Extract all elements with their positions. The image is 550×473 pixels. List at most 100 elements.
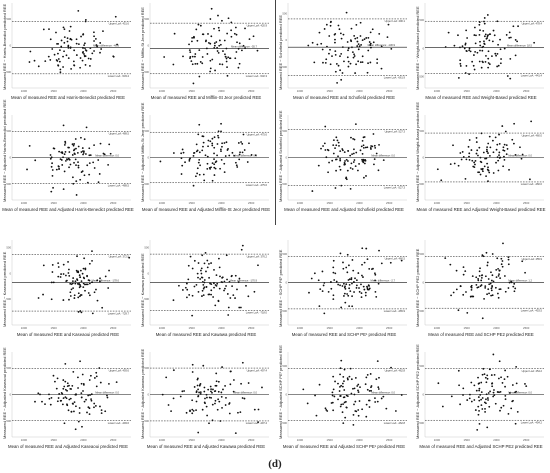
data-point bbox=[366, 71, 369, 74]
data-point bbox=[354, 277, 356, 280]
data-point bbox=[387, 23, 390, 26]
data-point bbox=[57, 275, 60, 278]
data-point bbox=[307, 44, 310, 47]
data-point bbox=[49, 38, 52, 41]
data-point bbox=[215, 41, 218, 43]
data-point bbox=[72, 182, 75, 185]
data-point bbox=[201, 149, 204, 152]
data-point bbox=[199, 392, 202, 395]
data-point bbox=[481, 46, 484, 49]
x-axis-title: Mean of measured REE and Harris-Benedict… bbox=[11, 95, 125, 100]
data-point bbox=[79, 283, 81, 286]
data-point bbox=[355, 63, 357, 66]
data-point bbox=[449, 163, 452, 166]
data-point bbox=[345, 158, 348, 161]
data-point bbox=[462, 156, 465, 158]
data-point bbox=[332, 298, 335, 301]
data-point bbox=[487, 66, 490, 69]
data-point bbox=[376, 400, 379, 403]
data-point bbox=[237, 66, 240, 69]
data-point bbox=[242, 44, 245, 47]
data-point bbox=[213, 282, 215, 285]
data-point bbox=[341, 285, 344, 287]
data-point bbox=[483, 401, 486, 404]
data-point bbox=[83, 44, 85, 47]
data-point bbox=[361, 139, 364, 142]
upper-loa-annotation: Upper LoA: 376.2 bbox=[247, 254, 268, 258]
data-point bbox=[503, 143, 506, 146]
data-point bbox=[202, 284, 205, 286]
data-point bbox=[172, 63, 175, 66]
x-axis-title: Mean of measured REE and Adjusted SCHP P… bbox=[419, 444, 543, 449]
data-point bbox=[196, 378, 199, 381]
upper-loa-annotation: Upper LoA: 493.6 bbox=[109, 368, 130, 372]
data-point bbox=[213, 166, 216, 169]
data-point bbox=[218, 63, 221, 65]
data-point bbox=[238, 42, 241, 45]
data-point bbox=[361, 408, 364, 411]
data-point bbox=[68, 151, 71, 153]
data-point bbox=[93, 40, 95, 42]
x-tick-label: 2500 bbox=[386, 89, 393, 93]
data-point bbox=[476, 428, 479, 431]
data-point bbox=[193, 386, 196, 388]
data-point bbox=[67, 57, 70, 60]
data-point bbox=[459, 46, 461, 49]
data-point bbox=[85, 49, 88, 52]
data-point bbox=[91, 52, 94, 55]
data-point bbox=[358, 45, 361, 48]
data-point bbox=[195, 28, 198, 31]
data-point bbox=[497, 377, 500, 380]
data-point bbox=[94, 405, 97, 407]
data-point bbox=[67, 272, 70, 274]
data-point bbox=[382, 395, 385, 398]
data-point bbox=[185, 411, 188, 414]
data-point bbox=[485, 148, 488, 151]
data-point bbox=[242, 133, 245, 136]
bland-altman-panel: 1000 1500 2000 2500 -500 0 500 Upper LoA: 460.5… bbox=[276, 237, 412, 347]
data-point bbox=[366, 258, 369, 261]
x-axis-title: Mean of measured REE and Kawawa predicte… bbox=[155, 332, 257, 337]
data-point bbox=[219, 43, 222, 46]
lower-loa-annotation: Lower LoA: -661.9 bbox=[384, 76, 406, 80]
data-point bbox=[339, 395, 342, 397]
data-point bbox=[334, 147, 336, 149]
x-tick-label: 1500 bbox=[464, 89, 471, 93]
data-point bbox=[487, 399, 489, 401]
data-point bbox=[77, 296, 80, 299]
data-point bbox=[437, 382, 440, 385]
data-point bbox=[218, 44, 221, 47]
data-point bbox=[208, 422, 210, 425]
data-point bbox=[246, 161, 249, 163]
data-point bbox=[347, 49, 349, 52]
data-point bbox=[193, 259, 196, 262]
data-point bbox=[188, 158, 191, 161]
data-point bbox=[213, 268, 215, 271]
data-point bbox=[359, 386, 361, 388]
data-point bbox=[374, 273, 377, 276]
data-point bbox=[210, 7, 213, 10]
data-point bbox=[360, 43, 363, 46]
data-point bbox=[209, 18, 212, 20]
data-point bbox=[355, 284, 358, 287]
mean-difference-annotation: Mean difference: -2.7 bbox=[371, 279, 396, 283]
data-point bbox=[347, 279, 350, 281]
y-tick-label: 0 bbox=[9, 393, 11, 397]
data-point bbox=[484, 157, 486, 160]
data-point bbox=[468, 152, 471, 155]
data-point bbox=[466, 399, 469, 401]
data-point bbox=[197, 133, 200, 136]
data-point bbox=[331, 159, 334, 162]
data-point bbox=[62, 273, 65, 275]
lower-loa-annotation: Lower LoA: -497.4 bbox=[246, 421, 268, 425]
data-point bbox=[39, 393, 41, 396]
data-point bbox=[514, 422, 517, 425]
data-point bbox=[220, 281, 223, 283]
data-point bbox=[210, 396, 213, 399]
data-point bbox=[350, 136, 352, 139]
data-point bbox=[347, 378, 349, 381]
data-point bbox=[363, 136, 366, 138]
